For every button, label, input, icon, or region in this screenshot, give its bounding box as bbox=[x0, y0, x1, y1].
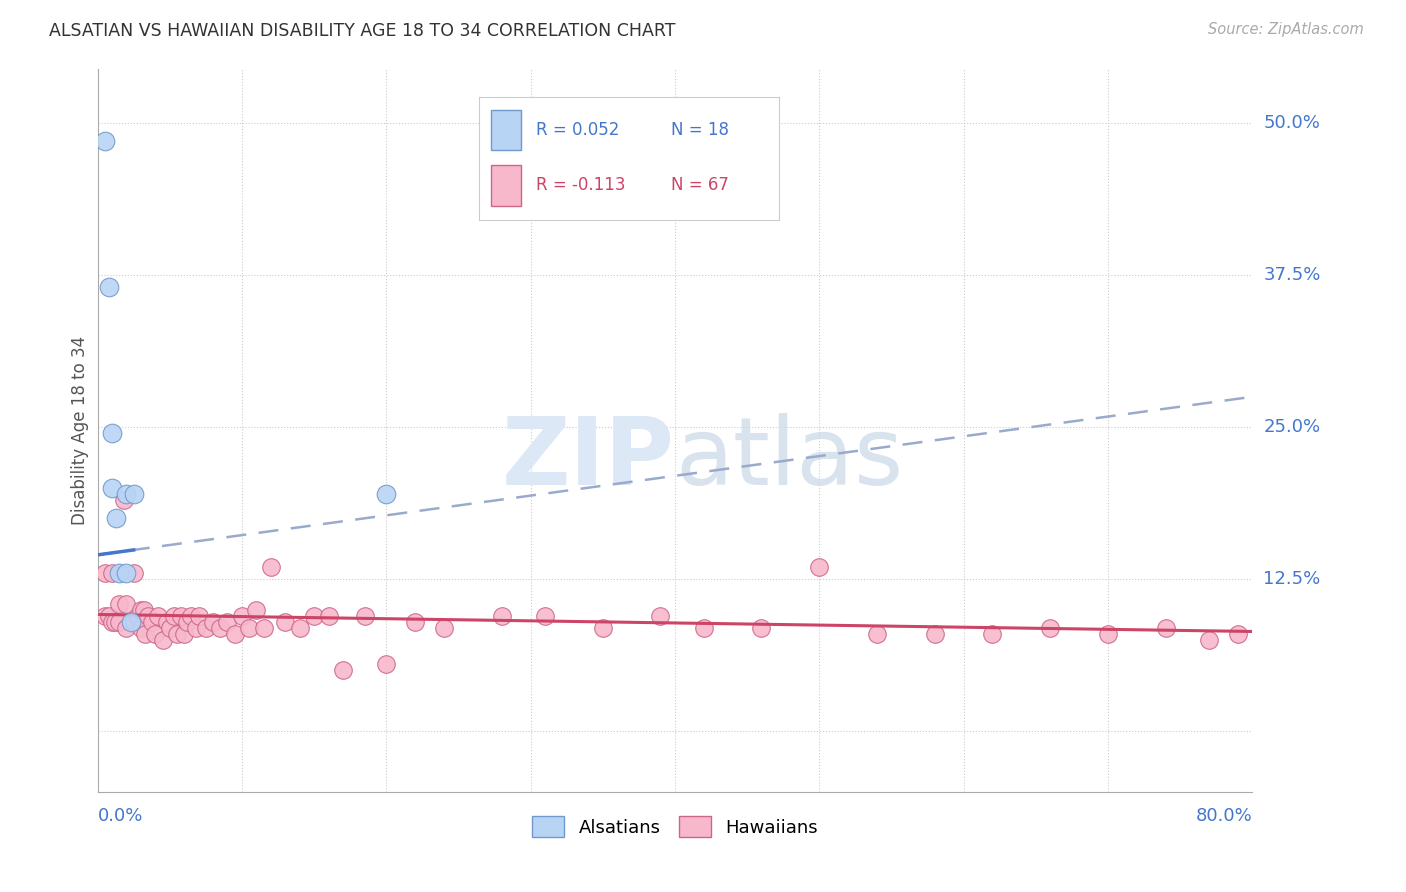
Point bbox=[143, 627, 166, 641]
Point bbox=[302, 608, 325, 623]
Point bbox=[1039, 621, 1062, 635]
Point bbox=[108, 597, 131, 611]
Point bbox=[231, 608, 253, 623]
Text: 25.0%: 25.0% bbox=[1264, 418, 1320, 436]
Point bbox=[105, 511, 128, 525]
Point bbox=[159, 621, 181, 635]
Point bbox=[180, 608, 202, 623]
Point bbox=[1226, 627, 1249, 641]
Point bbox=[176, 615, 198, 629]
Y-axis label: Disability Age 18 to 34: Disability Age 18 to 34 bbox=[72, 335, 89, 524]
Point bbox=[375, 487, 398, 501]
Point bbox=[101, 615, 124, 629]
Point bbox=[108, 566, 131, 580]
Point bbox=[132, 602, 155, 616]
Point bbox=[156, 615, 179, 629]
Point bbox=[129, 602, 152, 616]
Legend: Alsatians, Hawaiians: Alsatians, Hawaiians bbox=[524, 809, 825, 845]
Point bbox=[650, 608, 672, 623]
Point bbox=[129, 621, 152, 635]
Point bbox=[260, 560, 283, 574]
Point bbox=[115, 597, 138, 611]
Point bbox=[184, 621, 207, 635]
Point bbox=[217, 615, 239, 629]
Point bbox=[98, 280, 121, 294]
Point bbox=[209, 621, 232, 635]
Point bbox=[924, 627, 946, 641]
Point bbox=[166, 627, 188, 641]
Text: ZIP: ZIP bbox=[502, 413, 675, 505]
Point bbox=[187, 608, 209, 623]
Point bbox=[194, 621, 217, 635]
Point bbox=[252, 621, 274, 635]
Point bbox=[375, 657, 398, 672]
Point bbox=[115, 487, 138, 501]
Point bbox=[202, 615, 225, 629]
Text: ALSATIAN VS HAWAIIAN DISABILITY AGE 18 TO 34 CORRELATION CHART: ALSATIAN VS HAWAIIAN DISABILITY AGE 18 T… bbox=[49, 22, 676, 40]
Point bbox=[491, 608, 513, 623]
Point bbox=[101, 426, 124, 441]
Point bbox=[318, 608, 340, 623]
Point bbox=[866, 627, 889, 641]
Point bbox=[592, 621, 614, 635]
Point bbox=[332, 664, 354, 678]
Point bbox=[353, 608, 375, 623]
Text: 50.0%: 50.0% bbox=[1264, 114, 1320, 132]
Point bbox=[808, 560, 831, 574]
Point bbox=[288, 621, 311, 635]
Point bbox=[108, 615, 131, 629]
Text: 80.0%: 80.0% bbox=[1195, 806, 1253, 824]
Point bbox=[134, 627, 156, 641]
Point bbox=[94, 566, 117, 580]
Point bbox=[152, 632, 174, 647]
Point bbox=[141, 615, 163, 629]
Point bbox=[148, 608, 170, 623]
Point bbox=[751, 621, 773, 635]
Point bbox=[1097, 627, 1119, 641]
Point bbox=[136, 608, 159, 623]
Point bbox=[170, 608, 193, 623]
Text: 37.5%: 37.5% bbox=[1264, 266, 1320, 285]
Point bbox=[238, 621, 260, 635]
Point bbox=[104, 615, 127, 629]
Point bbox=[981, 627, 1004, 641]
Point bbox=[274, 615, 297, 629]
Point bbox=[122, 487, 145, 501]
Point bbox=[98, 608, 121, 623]
Point bbox=[433, 621, 456, 635]
Point bbox=[1154, 621, 1177, 635]
Point bbox=[404, 615, 426, 629]
Point bbox=[224, 627, 246, 641]
Point bbox=[115, 566, 138, 580]
Text: 12.5%: 12.5% bbox=[1264, 570, 1320, 588]
Point bbox=[122, 566, 145, 580]
Point bbox=[94, 135, 117, 149]
Text: atlas: atlas bbox=[675, 413, 903, 505]
Point bbox=[245, 602, 267, 616]
Point bbox=[115, 621, 138, 635]
Point bbox=[534, 608, 557, 623]
Point bbox=[120, 615, 142, 629]
Text: 0.0%: 0.0% bbox=[97, 806, 143, 824]
Text: Source: ZipAtlas.com: Source: ZipAtlas.com bbox=[1208, 22, 1364, 37]
Point bbox=[112, 493, 135, 508]
Point bbox=[173, 627, 195, 641]
Point bbox=[122, 615, 145, 629]
Point bbox=[94, 608, 117, 623]
Point bbox=[693, 621, 716, 635]
Point bbox=[127, 608, 149, 623]
Point bbox=[101, 566, 124, 580]
Point bbox=[101, 481, 124, 495]
Point bbox=[1198, 632, 1220, 647]
Point bbox=[163, 608, 186, 623]
